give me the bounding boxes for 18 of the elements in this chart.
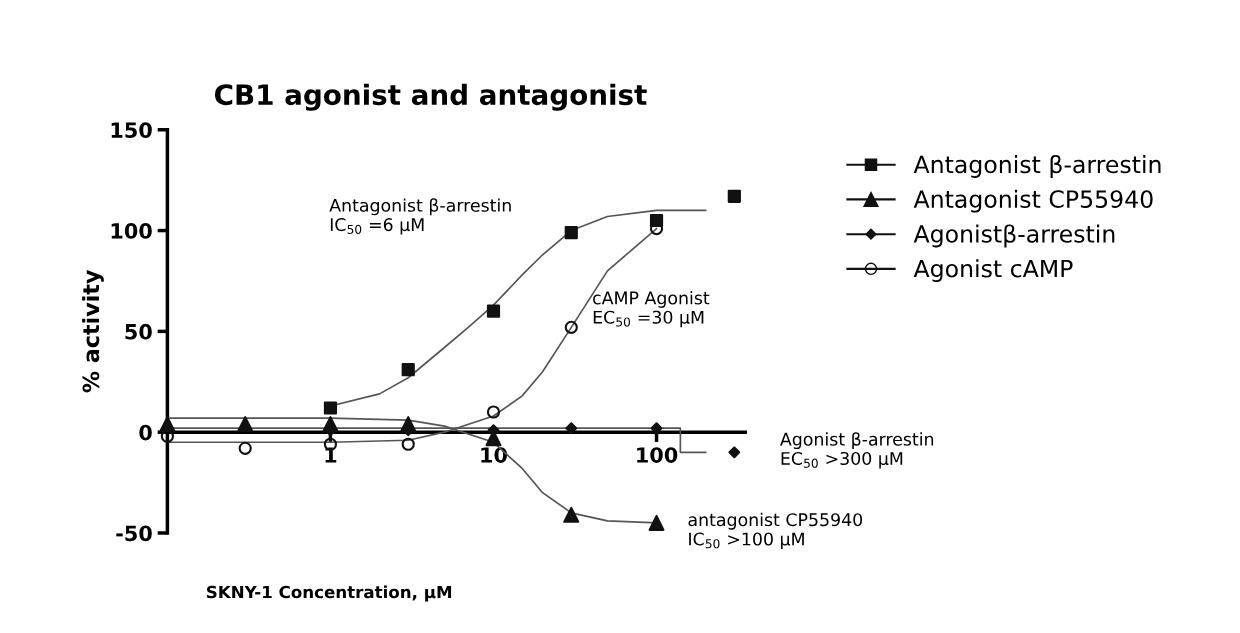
y-tick-label: 50 <box>125 323 152 340</box>
y-tick-label: -50 <box>116 525 152 542</box>
y-axis-title: % activity <box>82 269 104 393</box>
legend-label: Antagonist β-arrestin <box>913 154 1161 178</box>
y-tick-label: 150 <box>111 122 152 138</box>
annotation: antagonist CP55940 IC$_{50}$ >100 μM <box>688 512 863 549</box>
legend-label: Agonistβ-arrestin <box>913 224 1115 248</box>
x-axis-title: SKNY-1 Concentration, μM <box>206 585 452 602</box>
annotation: Antagonist β-arrestin IC$_{50}$ =6 μM <box>329 198 511 235</box>
y-tick-label: 0 <box>139 424 152 441</box>
annotation: cAMP Agonist EC$_{50}$ =30 μM <box>593 291 710 328</box>
legend-label: Agonist cAMP <box>913 259 1073 283</box>
y-tick-label: 100 <box>111 223 152 239</box>
legend-label: Antagonist CP55940 <box>913 189 1153 213</box>
x-tick-label: 10 <box>481 447 507 463</box>
x-tick-label: 100 <box>637 447 678 463</box>
text: Agonist β-arrestin EC$_{50}$ >300 μM <box>780 432 934 469</box>
chart-title: CB1 agonist and antagonist <box>215 83 647 111</box>
